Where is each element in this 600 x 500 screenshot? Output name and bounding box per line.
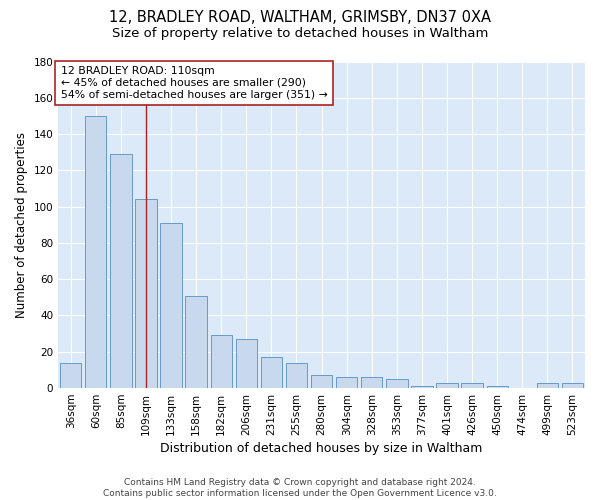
Bar [110, 154, 131, 388]
Bar [537, 382, 558, 388]
Bar [185, 296, 207, 388]
Bar [211, 336, 232, 388]
Bar [286, 362, 307, 388]
Bar [60, 362, 82, 388]
Bar [136, 200, 157, 388]
Bar [236, 339, 257, 388]
Bar [336, 377, 358, 388]
Bar [386, 379, 407, 388]
Bar [461, 382, 483, 388]
Text: 12 BRADLEY ROAD: 110sqm
← 45% of detached houses are smaller (290)
54% of semi-d: 12 BRADLEY ROAD: 110sqm ← 45% of detache… [61, 66, 328, 100]
Bar [311, 376, 332, 388]
Bar [487, 386, 508, 388]
Text: Contains HM Land Registry data © Crown copyright and database right 2024.
Contai: Contains HM Land Registry data © Crown c… [103, 478, 497, 498]
X-axis label: Distribution of detached houses by size in Waltham: Distribution of detached houses by size … [160, 442, 483, 455]
Text: Size of property relative to detached houses in Waltham: Size of property relative to detached ho… [112, 28, 488, 40]
Bar [361, 377, 382, 388]
Bar [261, 357, 282, 388]
Bar [436, 382, 458, 388]
Bar [160, 223, 182, 388]
Bar [411, 386, 433, 388]
Bar [85, 116, 106, 388]
Text: 12, BRADLEY ROAD, WALTHAM, GRIMSBY, DN37 0XA: 12, BRADLEY ROAD, WALTHAM, GRIMSBY, DN37… [109, 10, 491, 25]
Bar [562, 382, 583, 388]
Y-axis label: Number of detached properties: Number of detached properties [15, 132, 28, 318]
